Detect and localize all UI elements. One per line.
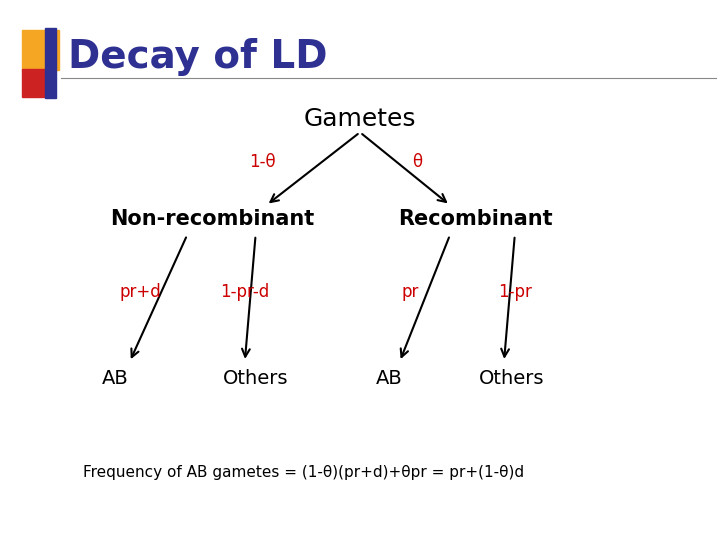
Text: Non-recombinant: Non-recombinant — [110, 208, 315, 229]
Text: 1-pr-d: 1-pr-d — [220, 282, 269, 301]
Text: Decay of LD: Decay of LD — [68, 38, 328, 76]
Text: AB: AB — [102, 368, 129, 388]
Text: Others: Others — [223, 368, 288, 388]
Text: 1-pr: 1-pr — [498, 282, 532, 301]
Text: Frequency of AB gametes = (1-θ)(pr+d)+θpr = pr+(1-θ)d: Frequency of AB gametes = (1-θ)(pr+d)+θp… — [83, 465, 524, 480]
Text: Recombinant: Recombinant — [398, 208, 552, 229]
Text: Gametes: Gametes — [304, 107, 416, 131]
Bar — [22, 30, 59, 70]
Bar — [45, 28, 56, 98]
Text: pr: pr — [402, 282, 419, 301]
Bar — [22, 69, 49, 97]
Text: Others: Others — [479, 368, 544, 388]
Text: AB: AB — [375, 368, 402, 388]
Text: 1-θ: 1-θ — [250, 153, 276, 171]
Text: θ: θ — [413, 153, 423, 171]
Text: pr+d: pr+d — [120, 282, 161, 301]
